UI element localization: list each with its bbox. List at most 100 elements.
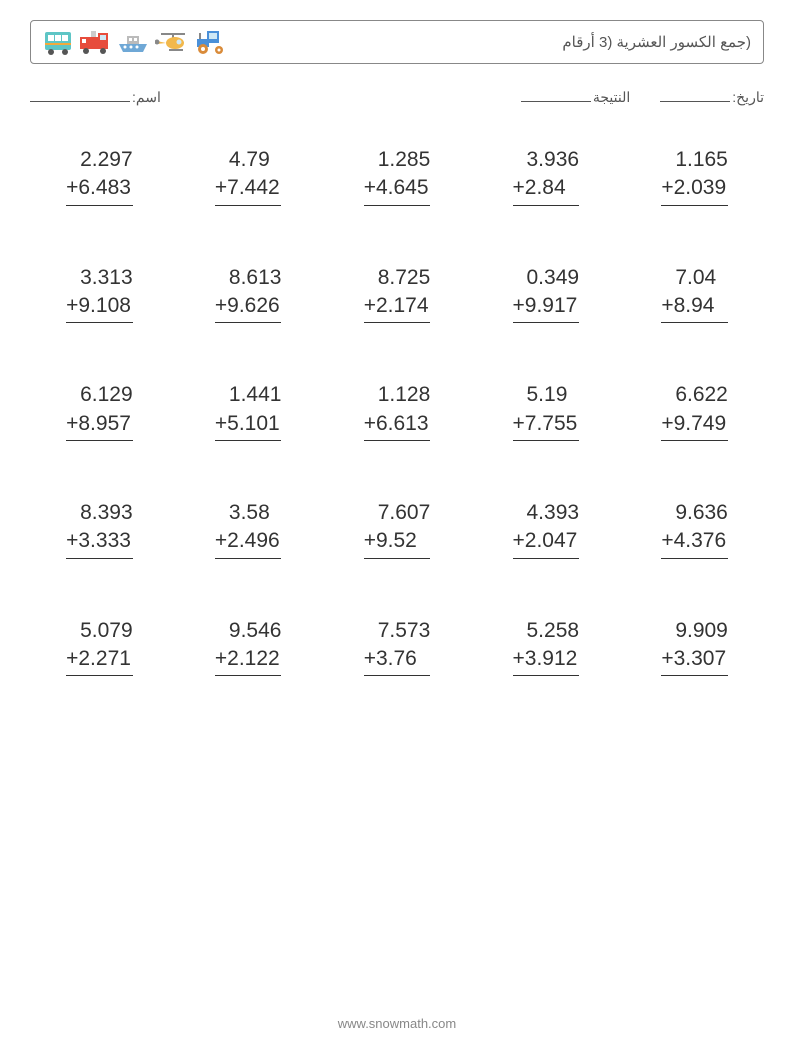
addend-bottom: +8.94 [661,292,728,323]
addend-top: 3.58 [215,499,282,527]
problem-inner: 7.573+3.76 [364,617,431,677]
header-icons [43,28,227,56]
problem-inner: 9.546+2.122 [215,617,282,677]
addend-bottom: +9.108 [66,292,133,323]
addend-bottom: +3.912 [513,645,580,676]
addend-bottom: +6.483 [66,174,133,205]
problem: 5.19 +7.755 [476,381,615,441]
date-field: تاريخ: [660,88,764,106]
problem: 5.079+2.271 [30,617,169,677]
bus-icon [43,28,73,56]
problem: 3.313+9.108 [30,264,169,324]
problem-inner: 1.285+4.645 [364,146,431,206]
problem: 1.165+2.039 [625,146,764,206]
addend-bottom: +2.039 [661,174,728,205]
problem: 8.725+2.174 [328,264,467,324]
addend-top: 7.04 [661,264,728,292]
problem-inner: 1.165+2.039 [661,146,728,206]
problem-inner: 9.909+3.307 [661,617,728,677]
addend-bottom: +4.376 [661,527,728,558]
addend-bottom: +9.52 [364,527,431,558]
addend-bottom: +7.755 [513,410,580,441]
problem: 2.297+6.483 [30,146,169,206]
boat-icon [117,30,149,54]
addend-top: 8.725 [364,264,431,292]
problem: 4.79 +7.442 [179,146,318,206]
truck-icon [79,29,111,55]
addend-bottom: +9.749 [661,410,728,441]
addend-bottom: +8.957 [66,410,133,441]
addend-top: 1.165 [661,146,728,174]
problem: 7.607+9.52 [328,499,467,559]
problem-inner: 0.349+9.917 [513,264,580,324]
problem: 7.04 +8.94 [625,264,764,324]
addend-top: 1.285 [364,146,431,174]
addend-top: 5.19 [513,381,580,409]
addend-bottom: +9.917 [513,292,580,323]
name-label: اسم: [132,89,161,106]
problem: 4.393+2.047 [476,499,615,559]
addend-bottom: +2.496 [215,527,282,558]
problem-inner: 5.258+3.912 [513,617,580,677]
problem-inner: 8.393+3.333 [66,499,133,559]
problem-inner: 6.129+8.957 [66,381,133,441]
addend-bottom: +3.76 [364,645,431,676]
problem-inner: 9.636+4.376 [661,499,728,559]
problem-inner: 5.19 +7.755 [513,381,580,441]
problem: 8.613+9.626 [179,264,318,324]
addend-bottom: +2.174 [364,292,431,323]
problem-inner: 3.313+9.108 [66,264,133,324]
problem-inner: 7.607+9.52 [364,499,431,559]
addend-top: 2.297 [66,146,133,174]
score-field: النتيجة [521,88,630,106]
footer-url: www.snowmath.com [0,1016,794,1031]
name-blank [30,88,130,102]
addend-bottom: +5.101 [215,410,282,441]
addend-top: 8.613 [215,264,282,292]
info-row: تاريخ: النتيجة اسم: [30,88,764,106]
addend-top: 3.313 [66,264,133,292]
addend-bottom: +6.613 [364,410,431,441]
addend-top: 5.258 [513,617,580,645]
problem: 6.129+8.957 [30,381,169,441]
problem: 9.636+4.376 [625,499,764,559]
addend-top: 7.607 [364,499,431,527]
addend-top: 6.129 [66,381,133,409]
problem-inner: 4.79 +7.442 [215,146,282,206]
problem: 7.573+3.76 [328,617,467,677]
date-label: تاريخ: [732,89,764,106]
addend-top: 7.573 [364,617,431,645]
addend-bottom: +2.047 [513,527,580,558]
problem-inner: 1.441+5.101 [215,381,282,441]
score-label: النتيجة [593,89,630,106]
date-blank [660,88,730,102]
addend-top: 9.636 [661,499,728,527]
addend-top: 5.079 [66,617,133,645]
problem-inner: 6.622+9.749 [661,381,728,441]
addend-top: 9.546 [215,617,282,645]
problem-inner: 2.297+6.483 [66,146,133,206]
problem-inner: 3.936+2.84 [513,146,580,206]
problem-inner: 7.04 +8.94 [661,264,728,324]
helicopter-icon [155,31,189,53]
problem-inner: 8.725+2.174 [364,264,431,324]
problem: 1.128+6.613 [328,381,467,441]
problem: 1.441+5.101 [179,381,318,441]
problem: 1.285+4.645 [328,146,467,206]
problem-inner: 4.393+2.047 [513,499,580,559]
addend-top: 4.393 [513,499,580,527]
addend-top: 1.128 [364,381,431,409]
worksheet-title: (جمع الكسور العشرية (3 أرقام [562,33,751,51]
addend-top: 9.909 [661,617,728,645]
addend-bottom: +2.271 [66,645,133,676]
name-field: اسم: [30,88,161,106]
problem: 8.393+3.333 [30,499,169,559]
problem: 9.909+3.307 [625,617,764,677]
problem-inner: 5.079+2.271 [66,617,133,677]
problem-inner: 8.613+9.626 [215,264,282,324]
addend-top: 1.441 [215,381,282,409]
addend-bottom: +3.333 [66,527,133,558]
problem: 3.936+2.84 [476,146,615,206]
addend-bottom: +2.122 [215,645,282,676]
addend-top: 6.622 [661,381,728,409]
